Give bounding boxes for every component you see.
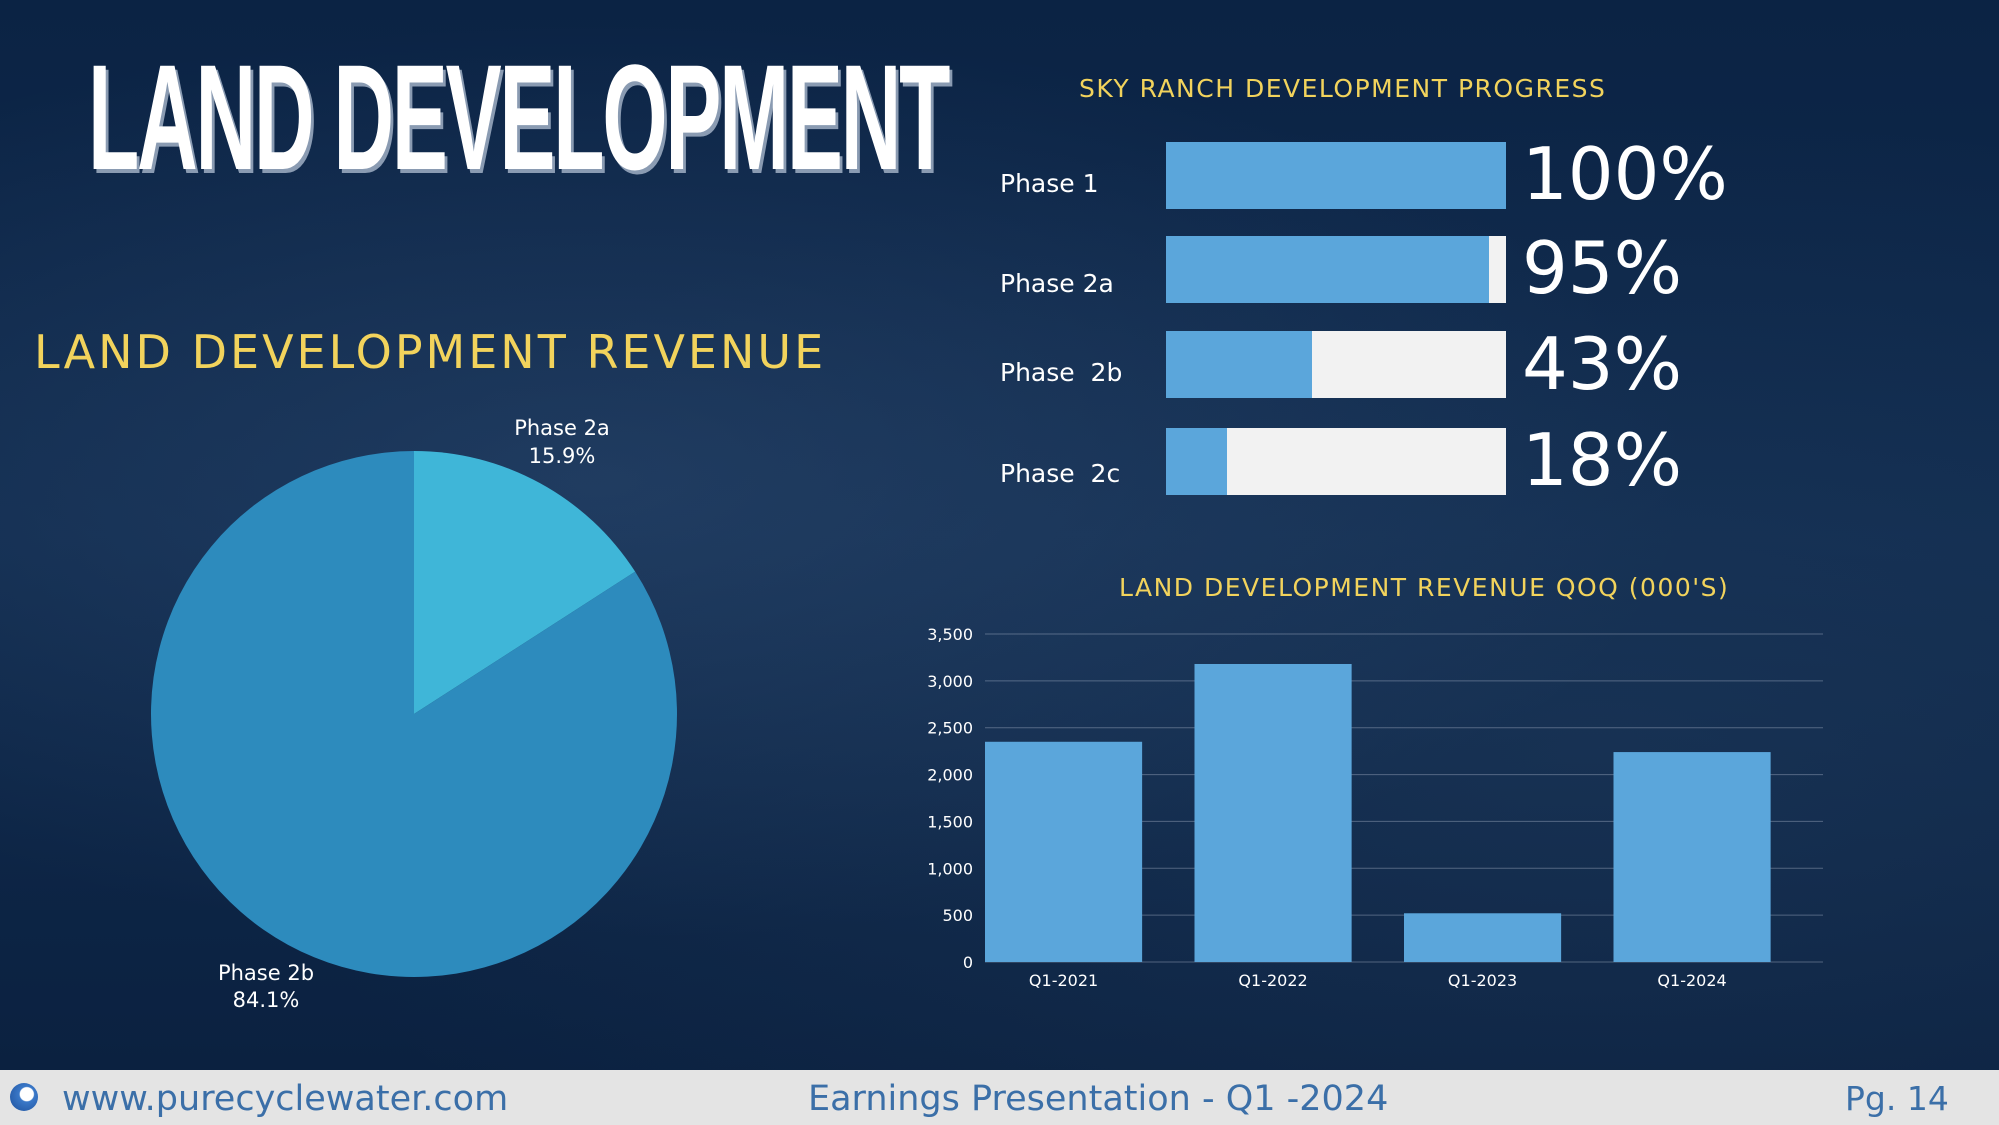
footer-bar: www.purecyclewater.com Earnings Presenta… bbox=[0, 1070, 1999, 1125]
progress-label-phase-1: Phase 1 bbox=[1000, 169, 1099, 198]
y-tick-label: 500 bbox=[942, 906, 973, 925]
pie-value-phase-2b: 84.1% bbox=[233, 988, 300, 1012]
pie-slice-phase-2a bbox=[414, 451, 636, 714]
progress-fill-phase-1 bbox=[1166, 142, 1506, 209]
progress-percent-phase-2a: 95% bbox=[1522, 226, 1683, 310]
bar-q1-2021 bbox=[985, 741, 1143, 962]
progress-bar-phase-2b bbox=[1166, 331, 1506, 398]
progress-fill-phase-2b bbox=[1166, 331, 1313, 398]
pie-slice-phase-2b bbox=[150, 451, 677, 977]
y-tick-label: 1,000 bbox=[927, 859, 973, 878]
revenue-section-title: LAND DEVELOPMENT REVENUE bbox=[34, 325, 827, 379]
slide-title: LAND DEVELOPMENT bbox=[88, 33, 950, 201]
bar-q1-2024 bbox=[1613, 752, 1771, 962]
pie-value-phase-2a: 15.9% bbox=[529, 444, 596, 468]
progress-percent-phase-1: 100% bbox=[1522, 132, 1728, 216]
y-tick-label: 2,000 bbox=[927, 766, 973, 785]
y-tick-label: 1,500 bbox=[927, 812, 973, 831]
progress-fill-phase-2c bbox=[1166, 428, 1228, 495]
progress-label-phase-2b: Phase 2b bbox=[1000, 358, 1123, 387]
footer-presentation-title: Earnings Presentation - Q1 -2024 bbox=[808, 1079, 1389, 1119]
pie-label-phase-2b: Phase 2b bbox=[218, 961, 314, 985]
y-tick-label: 0 bbox=[963, 953, 973, 972]
progress-section-title: SKY RANCH DEVELOPMENT PROGRESS bbox=[1079, 74, 1607, 103]
progress-label-phase-2c: Phase 2c bbox=[1000, 459, 1121, 488]
x-tick-label: Q1-2021 bbox=[1029, 971, 1098, 990]
y-tick-label: 3,500 bbox=[927, 625, 973, 644]
qoq-bar-chart: 0 500 1,000 1,500 2,000 2,500 3,000 3,500 Q1-202… bbox=[927, 625, 1823, 990]
progress-percent-phase-2b: 43% bbox=[1522, 322, 1683, 406]
progress-bar-phase-2c bbox=[1166, 428, 1506, 495]
progress-label-phase-2a: Phase 2a bbox=[1000, 269, 1114, 298]
y-tick-label: 2,500 bbox=[927, 719, 973, 738]
progress-fill-phase-2a bbox=[1166, 236, 1489, 303]
pie-label-phase-2a: Phase 2a bbox=[514, 416, 610, 440]
footer-page-number: Pg. 14 bbox=[1845, 1079, 1949, 1118]
progress-bar-phase-2a bbox=[1166, 236, 1506, 303]
globe-logo-icon bbox=[10, 1083, 38, 1111]
x-tick-label: Q1-2023 bbox=[1448, 971, 1517, 990]
x-tick-label: Q1-2022 bbox=[1238, 971, 1307, 990]
bar-q1-2022 bbox=[1194, 663, 1352, 962]
qoq-chart-title: LAND DEVELOPMENT REVENUE QOQ (000'S) bbox=[1119, 573, 1730, 602]
revenue-pie-chart: Phase 2a 15.9% Phase 2b 84.1% bbox=[150, 416, 677, 1012]
footer-website-link[interactable]: www.purecyclewater.com bbox=[62, 1079, 509, 1119]
progress-percent-phase-2c: 18% bbox=[1522, 418, 1683, 502]
progress-bar-phase-1 bbox=[1166, 142, 1506, 209]
y-tick-label: 3,000 bbox=[927, 672, 973, 691]
bar-q1-2023 bbox=[1404, 913, 1562, 962]
x-tick-label: Q1-2024 bbox=[1657, 971, 1726, 990]
